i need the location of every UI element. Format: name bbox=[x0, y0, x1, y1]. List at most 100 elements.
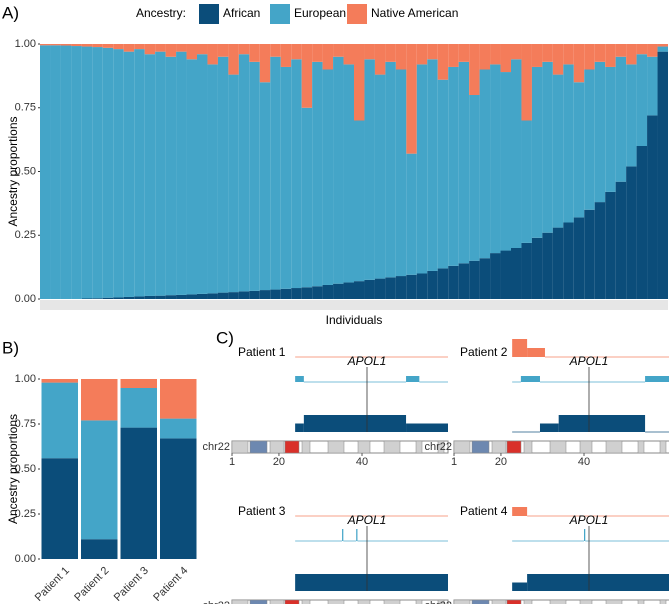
bar-segment bbox=[531, 66, 543, 238]
bar-segment bbox=[615, 56, 627, 182]
x-axis-title: Individuals bbox=[326, 313, 383, 327]
bar-segment bbox=[102, 297, 114, 299]
bar-segment bbox=[354, 281, 365, 299]
ideogram-band bbox=[383, 440, 401, 454]
ideogram-band bbox=[357, 599, 371, 604]
legend-swatch bbox=[347, 4, 367, 24]
bar-segment bbox=[134, 49, 145, 297]
ancestry-segment bbox=[406, 423, 448, 432]
bar-segment bbox=[92, 47, 103, 299]
bar-segment bbox=[123, 296, 135, 299]
x-tick-label: Patient 1 bbox=[33, 565, 72, 604]
bar-segment bbox=[511, 59, 522, 248]
bar-segment bbox=[41, 382, 78, 459]
bar-segment bbox=[521, 242, 532, 299]
ancestry-segment bbox=[539, 423, 559, 432]
bar-segment bbox=[113, 49, 124, 298]
ancestry-segment bbox=[295, 574, 448, 591]
ancestry-segment bbox=[584, 529, 586, 541]
x-tick-label: 20 bbox=[495, 456, 507, 468]
ideogram-band bbox=[637, 440, 645, 454]
bar-segment bbox=[469, 260, 480, 299]
bar-segment bbox=[113, 44, 124, 50]
ideogram-band bbox=[659, 440, 667, 454]
bar-segment bbox=[102, 44, 114, 48]
bar-segment bbox=[160, 379, 197, 419]
y-tick-label: 0.00 bbox=[15, 293, 36, 305]
bar-segment bbox=[573, 44, 585, 83]
bar-segment bbox=[92, 298, 103, 299]
y-tick-label: 1.00 bbox=[15, 38, 36, 50]
bar-segment bbox=[238, 44, 250, 55]
bar-segment bbox=[207, 293, 218, 299]
bar-segment bbox=[81, 44, 93, 47]
bar-segment bbox=[41, 379, 78, 383]
x-tick-label: Patient 2 bbox=[72, 565, 111, 604]
bar-segment bbox=[479, 44, 491, 70]
bar-segment bbox=[60, 44, 72, 46]
bar-segment bbox=[490, 44, 501, 65]
bar-segment bbox=[521, 120, 532, 243]
bar-segment bbox=[416, 44, 428, 65]
bar-segment bbox=[228, 292, 239, 299]
bar-segment bbox=[594, 61, 606, 203]
ideogram-band bbox=[471, 440, 490, 454]
bar-segment bbox=[406, 44, 417, 154]
bar-segment bbox=[123, 51, 135, 297]
bar-segment bbox=[270, 56, 281, 290]
ideogram-band bbox=[549, 599, 567, 604]
ancestry-segment bbox=[303, 415, 407, 432]
bar-segment bbox=[511, 248, 522, 299]
bar-segment bbox=[41, 458, 78, 559]
bar-segment bbox=[385, 44, 396, 62]
bar-segment bbox=[50, 44, 61, 46]
bar-segment bbox=[176, 44, 187, 52]
ideogram-band bbox=[491, 599, 507, 604]
bar-segment bbox=[238, 54, 250, 292]
bar-segment bbox=[197, 44, 208, 55]
bar-segment bbox=[385, 61, 396, 278]
ideogram-band bbox=[301, 440, 311, 454]
y-axis-title: Ancestry proportions bbox=[6, 414, 20, 524]
bar-segment bbox=[228, 74, 239, 293]
chromosome-label: chr22 bbox=[202, 441, 230, 453]
legend-swatch bbox=[270, 4, 290, 24]
bar-segment bbox=[647, 44, 658, 57]
bar-segment bbox=[155, 51, 166, 296]
bar-segment bbox=[469, 95, 480, 261]
gene-label: APOL1 bbox=[347, 513, 387, 527]
ancestry-segment bbox=[342, 529, 344, 541]
bar-segment bbox=[343, 44, 354, 65]
panel-label: A) bbox=[2, 3, 19, 22]
bar-segment bbox=[500, 250, 511, 299]
bar-segment bbox=[406, 153, 417, 275]
bar-segment bbox=[416, 64, 428, 274]
y-tick-label: 1.00 bbox=[15, 373, 36, 385]
ancestry-segment bbox=[558, 415, 646, 432]
chromosome-label: chr22 bbox=[424, 441, 452, 453]
ideogram-band bbox=[453, 440, 471, 454]
bar-segment bbox=[301, 107, 313, 288]
ancestry-segment bbox=[295, 423, 304, 432]
ideogram-band bbox=[523, 599, 533, 604]
bar-segment bbox=[626, 44, 637, 65]
bar-segment bbox=[120, 427, 157, 559]
bar-segment bbox=[605, 66, 616, 192]
bar-segment bbox=[552, 74, 564, 228]
bar-segment bbox=[217, 56, 229, 293]
gene-label: APOL1 bbox=[569, 513, 609, 527]
bar-segment bbox=[270, 289, 281, 299]
x-tick-label: Patient 4 bbox=[151, 565, 190, 604]
bar-segment bbox=[647, 115, 658, 300]
ideogram-band bbox=[579, 440, 593, 454]
bar-segment bbox=[186, 294, 197, 299]
bar-segment bbox=[458, 44, 470, 62]
bar-segment bbox=[249, 44, 260, 62]
bar-segment bbox=[144, 44, 156, 55]
bar-segment bbox=[81, 298, 93, 299]
ideogram-band bbox=[506, 440, 522, 454]
bar-segment bbox=[81, 379, 118, 421]
bar-segment bbox=[490, 253, 501, 299]
ancestry-segment bbox=[512, 582, 528, 591]
bar-segment bbox=[437, 79, 449, 269]
